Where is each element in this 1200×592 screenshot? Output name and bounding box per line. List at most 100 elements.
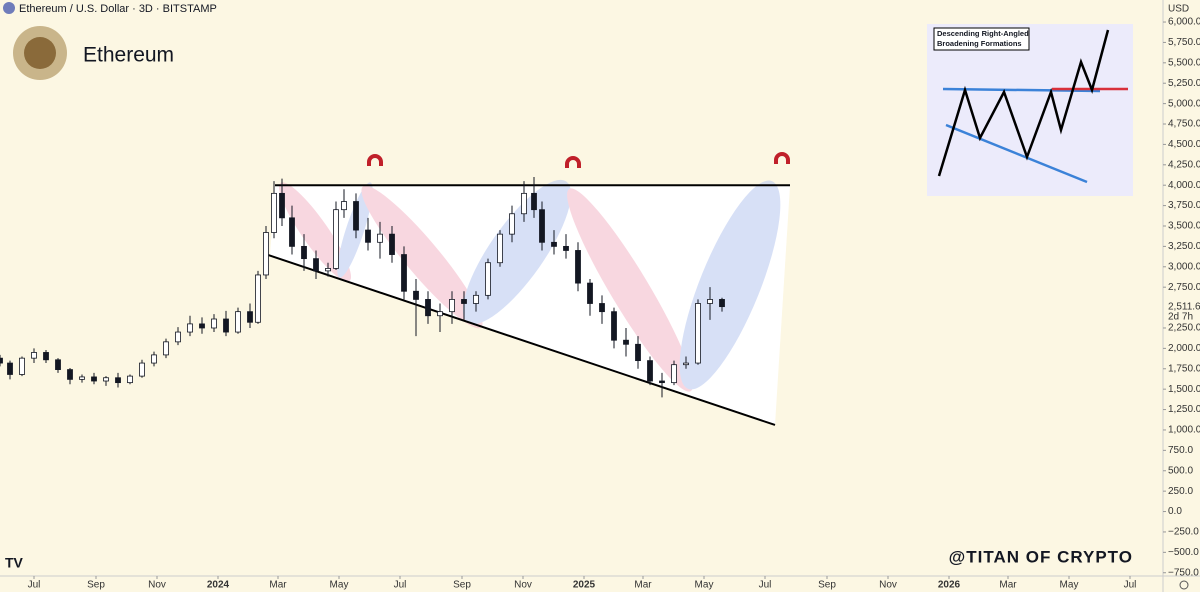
x-tick-label: 2024 [207, 580, 230, 591]
settings-icon[interactable] [1179, 580, 1189, 590]
y-tick-label: 2,250.0 [1168, 323, 1200, 334]
candle-body [151, 354, 157, 364]
candle-body [611, 311, 617, 341]
y-tick-label: −250.0 [1168, 527, 1199, 538]
y-tick-label: −750.0 [1168, 567, 1199, 578]
candle-body [389, 233, 395, 255]
y-tick-label: 4,250.0 [1168, 159, 1200, 170]
y-tick-label: 5,250.0 [1168, 78, 1200, 89]
candle-body [187, 323, 193, 333]
x-tick-label: May [1060, 580, 1079, 591]
y-tick-label: 0.0 [1168, 506, 1182, 517]
candle-body [91, 376, 97, 382]
candle-body [255, 274, 261, 323]
candle-body [509, 213, 515, 235]
candle-body [539, 209, 545, 243]
x-tick-label: 2026 [938, 580, 961, 591]
candle-body [473, 294, 479, 304]
up-leg [679, 180, 781, 390]
candle-body [55, 359, 61, 370]
asset-name: Ethereum [83, 44, 174, 67]
candle-body [79, 376, 85, 380]
candle-body [425, 299, 431, 317]
y-tick-label: 5,750.0 [1168, 37, 1200, 48]
candle-body [43, 352, 49, 361]
y-tick-label: 6,000.0 [1168, 17, 1200, 28]
y-tick-label: 3,500.0 [1168, 221, 1200, 232]
candle-body [247, 311, 253, 323]
watermark: @TITAN OF CRYPTO [949, 547, 1133, 566]
y-tick-label: 4,750.0 [1168, 119, 1200, 130]
symbol-icon [3, 2, 15, 14]
candle-body [235, 311, 241, 333]
candle-body [263, 232, 269, 276]
candle-body [0, 357, 3, 364]
x-tick-label: Jul [28, 580, 41, 591]
candle-body [563, 245, 569, 251]
candle-body [175, 331, 181, 343]
y-tick-label: 500.0 [1168, 465, 1193, 476]
candle-body [683, 362, 689, 366]
candle-body [707, 299, 713, 304]
candle-body [279, 192, 285, 219]
y-tick-label: 4,500.0 [1168, 139, 1200, 150]
x-tick-label: Mar [634, 580, 652, 591]
x-tick-label: Jul [1124, 580, 1137, 591]
candle-body [575, 250, 581, 284]
y-tick-label: 5,000.0 [1168, 98, 1200, 109]
candle-body [623, 339, 629, 345]
last-price-label: 2,511.6 [1168, 301, 1200, 312]
y-tick-label: 4,000.0 [1168, 180, 1200, 191]
symbol-title: Ethereum / U.S. Dollar · 3D · BITSTAMP [19, 3, 217, 15]
candle-body [103, 377, 109, 382]
candle-body [531, 192, 537, 211]
down-leg [278, 182, 352, 282]
candle-body [353, 201, 359, 231]
candle-body [599, 303, 605, 313]
candle-body [163, 341, 169, 356]
candle-body [551, 241, 557, 247]
x-tick-label: Nov [879, 580, 897, 591]
y-tick-label: 2,750.0 [1168, 282, 1200, 293]
candle-body [461, 299, 467, 304]
candle-body [437, 311, 443, 317]
candle-body [127, 375, 133, 384]
x-tick-label: Jul [759, 580, 772, 591]
candle-body [341, 201, 347, 211]
x-tick-label: Sep [87, 580, 105, 591]
candle-body [587, 282, 593, 304]
candle-body [289, 217, 295, 247]
inset-support [945, 123, 1088, 184]
down-leg [567, 188, 693, 392]
plot [0, 177, 790, 426]
candle-body [401, 254, 407, 292]
candle-body [365, 229, 371, 243]
candle-body [139, 362, 145, 377]
candle-body [719, 299, 725, 308]
candle-body [647, 360, 653, 382]
candle-body [325, 268, 331, 272]
candle-body [211, 318, 217, 329]
candle-body [19, 357, 25, 375]
candle-body [223, 318, 229, 333]
inset-title: Descending Right-Angled [937, 29, 1029, 38]
candle-body [695, 303, 701, 364]
magnets [367, 152, 790, 168]
candle-body [449, 299, 455, 313]
y-tick-label: 3,750.0 [1168, 200, 1200, 211]
magnet-icon [774, 152, 790, 164]
y-tick-label: 1,000.0 [1168, 425, 1200, 436]
support-line [267, 254, 776, 426]
countdown: 2d 7h [1168, 311, 1193, 322]
candle-body [671, 364, 677, 384]
y-tick-label: 5,500.0 [1168, 57, 1200, 68]
candle-body [521, 192, 527, 215]
x-tick-label: May [330, 580, 349, 591]
inset: Descending Right-Angled Broadening Forma… [927, 24, 1133, 196]
y-tick-label: 1,250.0 [1168, 404, 1200, 415]
x-tick-label: 2025 [573, 580, 596, 591]
avatar-face [24, 37, 56, 69]
candle-body [333, 209, 339, 269]
